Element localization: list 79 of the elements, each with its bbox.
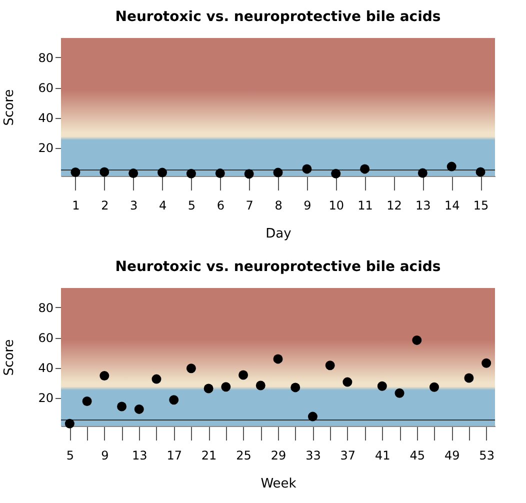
x-tick-label: 45: [410, 448, 426, 462]
x-tick-label: 49: [444, 448, 460, 462]
x-tick-label: 10: [328, 198, 344, 212]
y-tick-label: 40: [38, 361, 54, 375]
y-tick-label: 20: [38, 141, 54, 155]
y-tick-label: 80: [38, 51, 54, 65]
x-tick-label: 14: [444, 198, 460, 212]
x-tick-label: 2: [101, 198, 109, 212]
point: [186, 364, 196, 374]
point: [342, 377, 352, 387]
x-tick-label: 6: [216, 198, 224, 212]
point: [394, 388, 404, 398]
point: [186, 168, 196, 178]
x-tick-label: 9: [304, 198, 312, 212]
point: [244, 169, 254, 179]
x-tick-label: 17: [166, 448, 182, 462]
point: [100, 167, 110, 177]
x-tick-label: 9: [101, 448, 109, 462]
x-tick-label: 12: [386, 198, 402, 212]
point: [152, 374, 162, 384]
point: [360, 164, 370, 174]
point: [331, 168, 341, 178]
point: [64, 418, 74, 428]
x-tick-label: 33: [306, 448, 321, 462]
point: [290, 382, 300, 392]
point: [412, 335, 422, 345]
point: [221, 382, 231, 392]
point: [418, 168, 428, 178]
y-axis-title: Score: [2, 339, 18, 376]
x-tick-label: 7: [246, 198, 254, 212]
x-tick-label: 29: [270, 448, 286, 462]
point: [464, 373, 474, 383]
point: [169, 395, 179, 405]
point: [273, 168, 283, 178]
point: [308, 412, 318, 422]
chart-title: Neurotoxic vs. neuroprotective bile acids: [115, 9, 441, 25]
x-tick-label: 8: [274, 198, 282, 212]
point: [482, 358, 492, 368]
x-tick-label: 25: [236, 448, 252, 462]
x-tick-label: 3: [130, 198, 138, 212]
y-tick-label: 20: [38, 391, 54, 405]
x-tick-label: 5: [66, 448, 74, 462]
point: [429, 382, 439, 392]
y-tick-label: 60: [38, 331, 54, 345]
point: [377, 381, 387, 391]
x-tick-label: 13: [416, 198, 431, 212]
point: [256, 380, 266, 390]
x-tick-label: 5: [188, 198, 196, 212]
x-tick-label: 1: [72, 198, 80, 212]
point: [100, 371, 110, 380]
point: [70, 168, 80, 177]
x-tick-label: 41: [375, 448, 390, 462]
point: [158, 168, 168, 178]
point: [117, 402, 127, 412]
x-axis-title: Day: [266, 226, 292, 242]
point: [204, 384, 214, 394]
point: [238, 370, 248, 380]
y-tick-label: 80: [38, 301, 54, 315]
chart-title: Neurotoxic vs. neuroprotective bile acids: [115, 259, 441, 275]
x-tick-label: 37: [340, 448, 356, 462]
y-tick-label: 60: [38, 81, 54, 95]
y-axis-title: Score: [2, 89, 18, 126]
point: [476, 167, 486, 177]
x-tick-label: 4: [158, 198, 167, 212]
x-tick-label: 53: [479, 448, 494, 462]
y-tick-label: 40: [38, 111, 54, 125]
point: [446, 162, 456, 172]
point: [302, 164, 312, 174]
x-tick-label: 21: [201, 448, 217, 462]
x-tick-label: 13: [132, 448, 148, 462]
x-axis-title: Week: [260, 476, 297, 492]
point: [82, 396, 92, 406]
point: [215, 168, 225, 178]
point: [325, 360, 335, 370]
x-tick-label: 15: [473, 198, 489, 212]
point: [273, 354, 283, 364]
point: [128, 168, 138, 178]
point: [134, 404, 144, 414]
x-tick-label: 11: [358, 198, 373, 212]
